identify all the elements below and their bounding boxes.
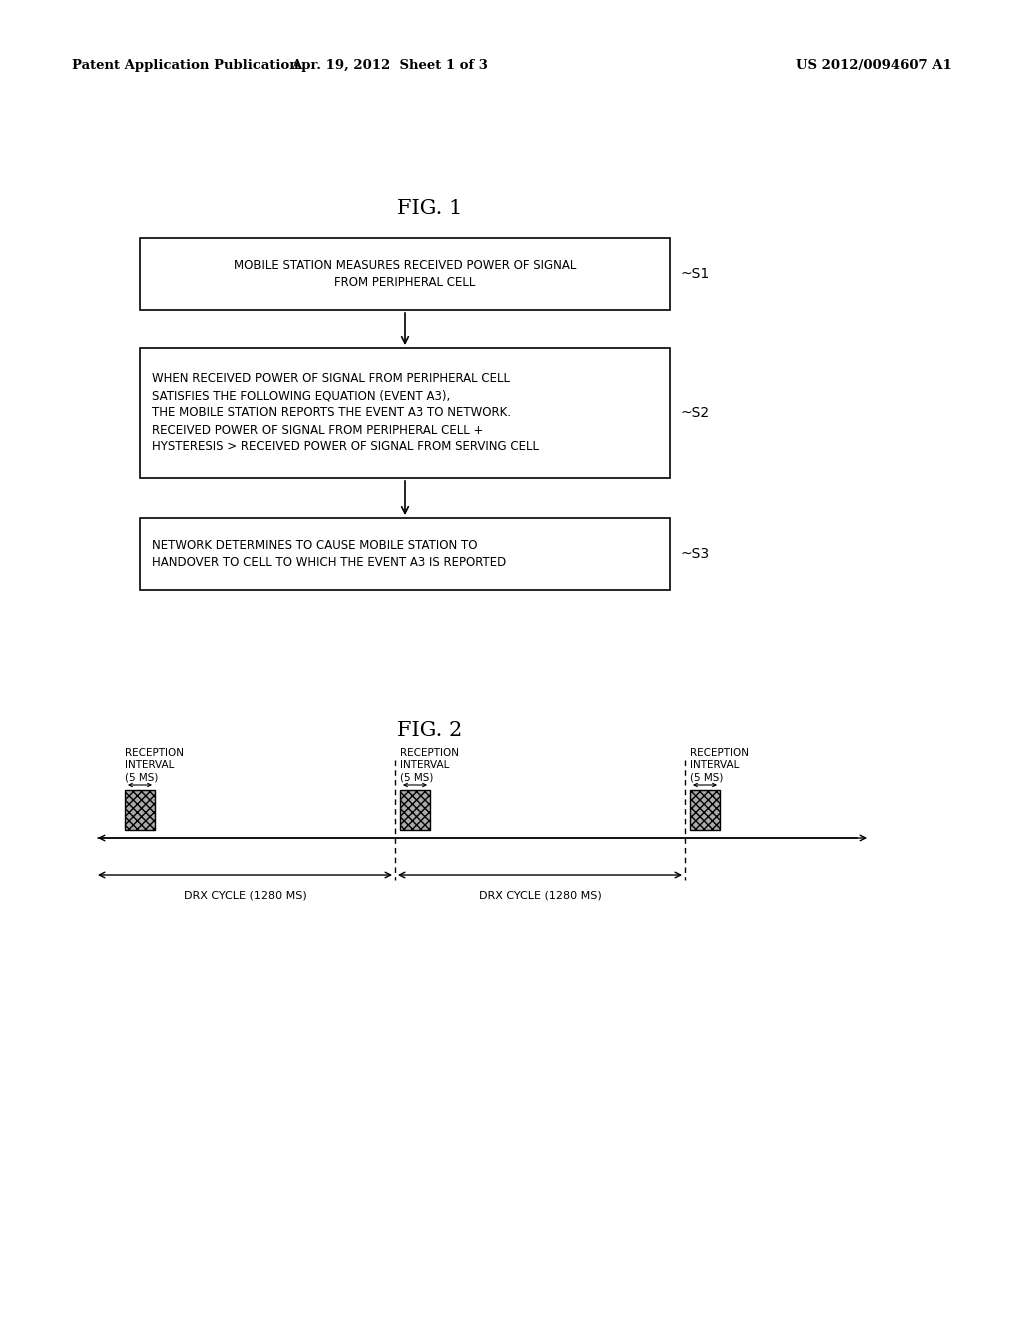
Bar <box>400 789 430 830</box>
Bar <box>140 348 670 478</box>
Bar <box>125 789 155 830</box>
Text: US 2012/0094607 A1: US 2012/0094607 A1 <box>797 58 952 71</box>
Text: DRX CYCLE (1280 MS): DRX CYCLE (1280 MS) <box>183 890 306 900</box>
Text: RECEPTION
INTERVAL
(5 MS): RECEPTION INTERVAL (5 MS) <box>400 748 459 783</box>
Text: ~S3: ~S3 <box>680 546 710 561</box>
Text: ~S1: ~S1 <box>680 267 710 281</box>
Text: MOBILE STATION MEASURES RECEIVED POWER OF SIGNAL
FROM PERIPHERAL CELL: MOBILE STATION MEASURES RECEIVED POWER O… <box>233 259 577 289</box>
Text: Patent Application Publication: Patent Application Publication <box>72 58 299 71</box>
Text: FIG. 1: FIG. 1 <box>397 198 463 218</box>
Text: DRX CYCLE (1280 MS): DRX CYCLE (1280 MS) <box>478 890 601 900</box>
Text: FIG. 2: FIG. 2 <box>397 721 463 739</box>
Text: Apr. 19, 2012  Sheet 1 of 3: Apr. 19, 2012 Sheet 1 of 3 <box>292 58 488 71</box>
Text: NETWORK DETERMINES TO CAUSE MOBILE STATION TO
HANDOVER TO CELL TO WHICH THE EVEN: NETWORK DETERMINES TO CAUSE MOBILE STATI… <box>152 539 506 569</box>
Text: RECEPTION
INTERVAL
(5 MS): RECEPTION INTERVAL (5 MS) <box>125 748 184 783</box>
Text: ~S2: ~S2 <box>680 407 710 420</box>
Text: WHEN RECEIVED POWER OF SIGNAL FROM PERIPHERAL CELL
SATISFIES THE FOLLOWING EQUAT: WHEN RECEIVED POWER OF SIGNAL FROM PERIP… <box>152 372 539 454</box>
Text: RECEPTION
INTERVAL
(5 MS): RECEPTION INTERVAL (5 MS) <box>690 748 749 783</box>
Bar <box>690 789 720 830</box>
Bar <box>140 238 670 310</box>
Bar <box>140 517 670 590</box>
